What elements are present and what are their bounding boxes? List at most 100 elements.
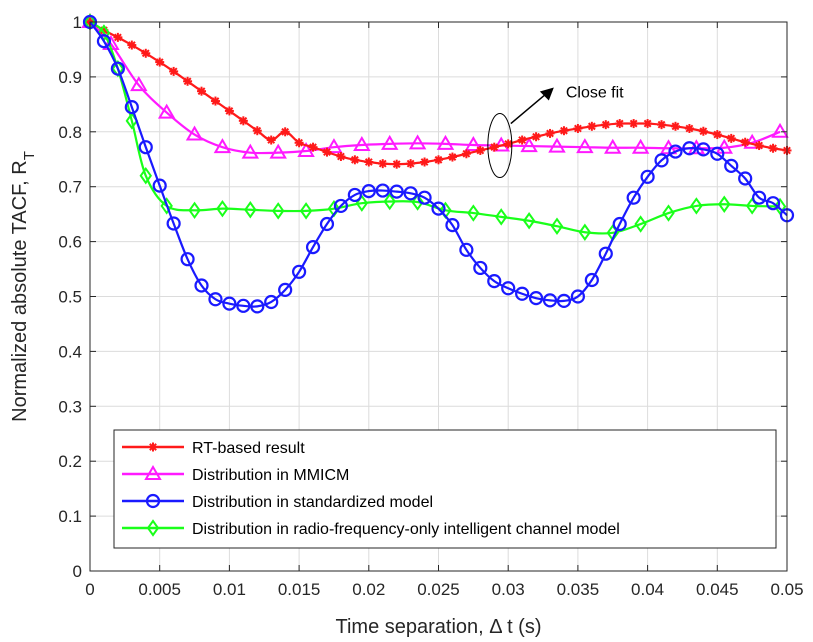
data-point [241, 143, 260, 159]
asterisk-stroke [462, 149, 471, 158]
data-point [434, 155, 443, 165]
data-point [587, 121, 597, 131]
asterisk-stroke [601, 120, 610, 129]
data-point [194, 278, 209, 293]
y-axis-label-subscript: T [21, 151, 38, 160]
asterisk-stroke [155, 58, 164, 66]
asterisk-stroke [337, 152, 345, 161]
asterisk-stroke [183, 77, 192, 86]
data-point [264, 294, 279, 310]
data-point [662, 204, 675, 222]
data-point [292, 264, 307, 279]
x-tick-label: 0.035 [557, 580, 600, 599]
data-point [584, 272, 599, 288]
legend-swatch-marker [148, 442, 158, 452]
data-point [473, 260, 488, 276]
data-point [464, 135, 483, 151]
data-point [383, 192, 396, 211]
data-point [768, 143, 778, 153]
asterisk-stroke [323, 148, 331, 157]
asterisk-stroke [699, 127, 708, 136]
data-point [224, 106, 234, 116]
legend-entry: Distribution in standardized model [122, 493, 433, 511]
data-point [654, 153, 669, 168]
data-point [308, 142, 318, 152]
asterisk-stroke [350, 155, 359, 164]
data-point [467, 204, 480, 222]
data-point [271, 202, 285, 220]
asterisk-stroke [434, 155, 443, 164]
data-point [531, 132, 541, 142]
data-point [445, 218, 460, 233]
y-axis-label-main: Normalized absolute TACF, R [9, 160, 31, 422]
data-point [110, 61, 125, 76]
data-point [431, 201, 446, 216]
data-point [389, 184, 404, 199]
data-point [210, 96, 220, 106]
asterisk-stroke [211, 97, 220, 105]
data-point [411, 193, 424, 211]
data-point [612, 216, 627, 232]
data-point [392, 159, 402, 169]
data-point [252, 126, 262, 136]
data-point [550, 217, 564, 235]
data-point [601, 120, 611, 130]
data-point [113, 32, 123, 42]
asterisk-stroke [615, 119, 624, 128]
series-0 [85, 17, 792, 169]
asterisk-stroke [392, 160, 401, 169]
data-point [643, 119, 653, 129]
series-3 [83, 13, 787, 242]
y-tick-label: 0.7 [58, 178, 82, 197]
data-point [548, 137, 566, 153]
data-point [545, 128, 555, 138]
asterisk-stroke [239, 116, 248, 125]
legend-box [113, 429, 777, 549]
asterisk-stroke [755, 141, 764, 150]
series-layer [81, 13, 795, 314]
data-point [528, 291, 544, 306]
data-point [503, 139, 513, 149]
legend-entry: Distribution in radio-frequency-only int… [122, 519, 620, 538]
asterisk-stroke [490, 143, 499, 152]
data-point [573, 124, 583, 134]
close-fit-annotation: Close fit [487, 85, 624, 179]
data-point [269, 143, 287, 159]
legend: RT-based result Distribution in MMICM Dist… [113, 429, 777, 549]
asterisk-stroke [629, 119, 638, 128]
data-point [773, 197, 787, 216]
legend-label: Distribution in radio-frequency-only int… [192, 521, 620, 538]
y-tick-label: 0.3 [58, 397, 82, 416]
asterisk-stroke [364, 158, 373, 166]
data-point [319, 216, 335, 232]
data-point [336, 152, 346, 162]
y-tick-label: 0.2 [58, 452, 82, 471]
data-point [322, 147, 332, 157]
legend-label: Distribution in MMICM [192, 467, 349, 484]
asterisk-stroke [643, 119, 652, 128]
data-point [406, 159, 416, 169]
data-point [475, 145, 485, 155]
data-point [542, 293, 558, 308]
asterisk-stroke [727, 134, 736, 143]
data-point [238, 116, 248, 126]
data-point [461, 149, 471, 159]
y-tick-label: 0.6 [58, 233, 82, 252]
asterisk-stroke [741, 138, 750, 147]
y-tick-label: 0.5 [58, 288, 82, 307]
data-point [640, 169, 655, 184]
data-point [350, 155, 360, 165]
series-line [89, 21, 781, 155]
data-point [216, 199, 229, 218]
x-tick-label: 0.05 [770, 580, 803, 599]
data-point [682, 141, 697, 156]
data-point [364, 157, 374, 167]
close-fit-arrow-line [510, 90, 550, 125]
data-point [213, 138, 232, 154]
legend-entries: RT-based result Distribution in MMICM Dist… [122, 440, 620, 538]
data-point [138, 140, 153, 155]
data-point [353, 135, 371, 151]
asterisk-stroke [127, 41, 136, 49]
x-tick-label: 0.015 [278, 580, 321, 599]
